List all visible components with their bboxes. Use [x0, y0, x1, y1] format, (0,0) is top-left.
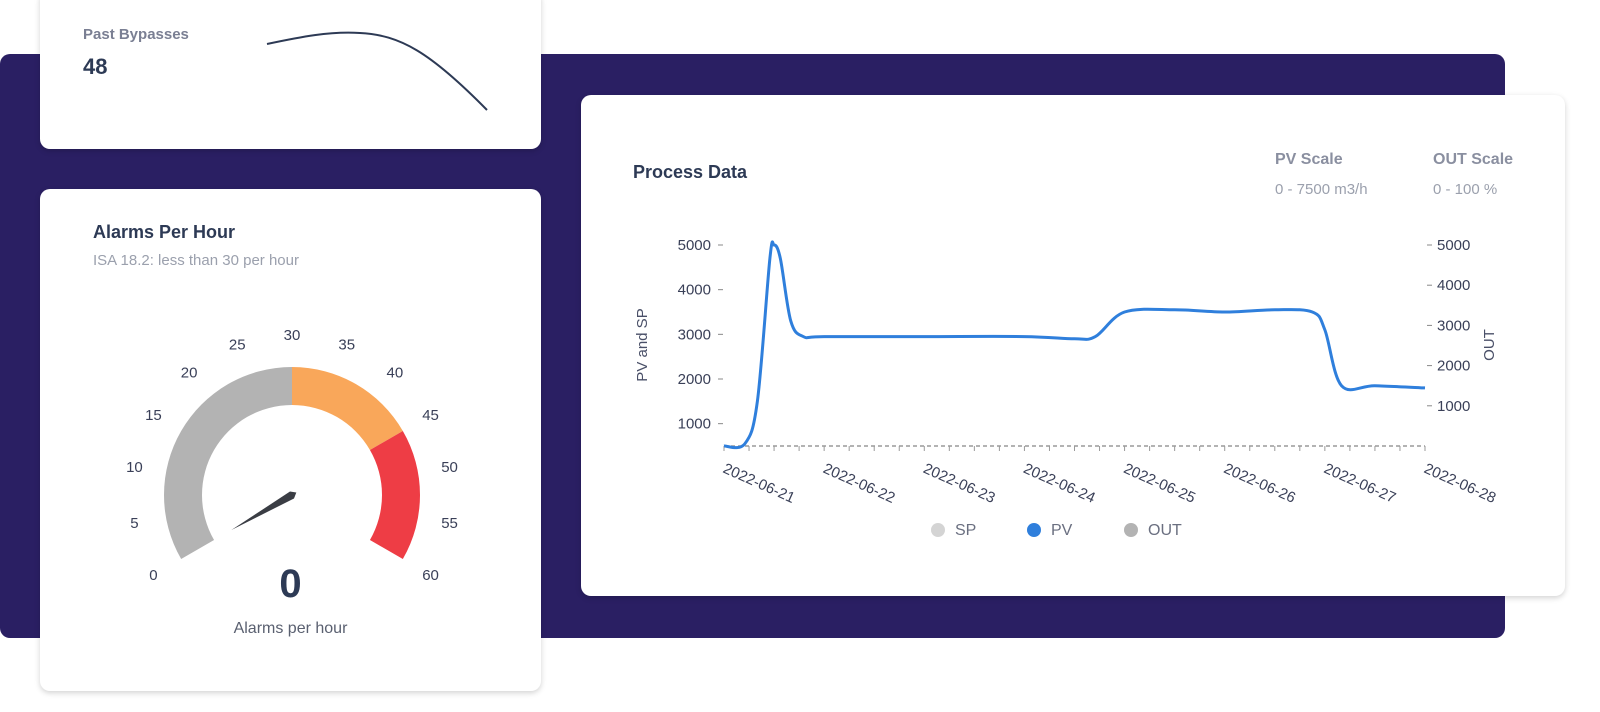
y2-tick-label: 5000 [1437, 237, 1470, 254]
pv-scale-value: 0 - 7500 m3/h [1275, 181, 1368, 198]
legend-marker-pv [1027, 523, 1041, 537]
legend-label-pv[interactable]: PV [1051, 522, 1073, 539]
legend-label-out[interactable]: OUT [1148, 522, 1182, 539]
gauge-band-0 [164, 367, 292, 559]
alarms-value: 0 [279, 562, 302, 606]
y-tick-label: 2000 [678, 371, 711, 388]
gauge-tick-label: 40 [387, 364, 404, 381]
x-tick-label: 2022-06-22 [821, 460, 898, 507]
y-tick-label: 3000 [678, 326, 711, 343]
out-scale-value: 0 - 100 % [1433, 181, 1498, 198]
alarms-unit-label: Alarms per hour [233, 620, 348, 637]
y2-tick-label: 1000 [1437, 398, 1470, 415]
series-line-pv [723, 240, 1426, 450]
gauge-tick-label: 45 [422, 407, 439, 424]
gauge-tick-label: 50 [441, 459, 458, 476]
gauge-tick-label: 0 [149, 567, 157, 584]
legend-marker-sp [931, 523, 945, 537]
x-tick-label: 2022-06-23 [921, 460, 998, 507]
y2-tick-label: 3000 [1437, 317, 1470, 334]
pv-scale-label: PV Scale [1275, 151, 1343, 168]
alarms-subtitle: ISA 18.2: less than 30 per hour [93, 252, 299, 269]
gauge-tick-label: 35 [338, 337, 355, 354]
process-chart: 5000 4000 3000 2000 1000 5000 4000 3000 2000 100… [634, 237, 1498, 539]
x-tick-label: 2022-06-24 [1021, 460, 1098, 507]
past-bypasses-label: Past Bypasses [83, 26, 189, 43]
x-tick-label: 2022-06-25 [1121, 460, 1198, 507]
y-tick-label: 5000 [678, 237, 711, 254]
alarms-gauge: 0 5 10 15 20 25 30 35 40 45 50 55 60 [126, 327, 458, 584]
past-bypasses-sparkline [266, 31, 488, 111]
y2-tick-label: 4000 [1437, 277, 1470, 294]
legend-label-sp[interactable]: SP [955, 522, 976, 539]
x-tick-label: 2022-06-21 [720, 460, 797, 507]
alarms-per-hour-card[interactable]: Alarms Per Hour ISA 18.2: less than 30 p… [40, 189, 541, 691]
gauge-tick-label: 30 [284, 327, 301, 344]
y-tick-label: 4000 [678, 282, 711, 299]
past-bypasses-card[interactable]: Past Bypasses 48 [40, 0, 541, 149]
gauge-tick-label: 20 [181, 364, 198, 381]
gauge-tick-label: 15 [145, 407, 162, 424]
x-tick-label: 2022-06-26 [1221, 460, 1298, 507]
out-scale-label: OUT Scale [1433, 151, 1514, 168]
process-data-card[interactable]: Process Data PV Scale 0 - 7500 m3/h OUT … [581, 95, 1565, 596]
y2-axis-label: OUT [1481, 329, 1498, 361]
gauge-band-2 [369, 431, 420, 559]
alarms-title: Alarms Per Hour [93, 222, 236, 242]
gauge-tick-label: 5 [130, 515, 138, 532]
gauge-tick-label: 25 [229, 337, 246, 354]
x-tick-label: 2022-06-27 [1321, 460, 1398, 507]
gauge-tick-label: 10 [126, 459, 143, 476]
legend-marker-out [1124, 523, 1138, 537]
gauge-tick-label: 60 [422, 567, 439, 584]
past-bypasses-value: 48 [83, 54, 108, 79]
x-tick-label: 2022-06-28 [1421, 460, 1498, 507]
gauge-tick-label: 55 [441, 515, 458, 532]
sparkline-trend [266, 31, 488, 111]
y2-tick-label: 2000 [1437, 358, 1470, 375]
process-title: Process Data [633, 162, 748, 182]
gauge-band-1 [292, 367, 403, 450]
gauge-needle [231, 491, 297, 530]
y-tick-label: 1000 [678, 416, 711, 433]
y-axis-label: PV and SP [634, 308, 651, 381]
